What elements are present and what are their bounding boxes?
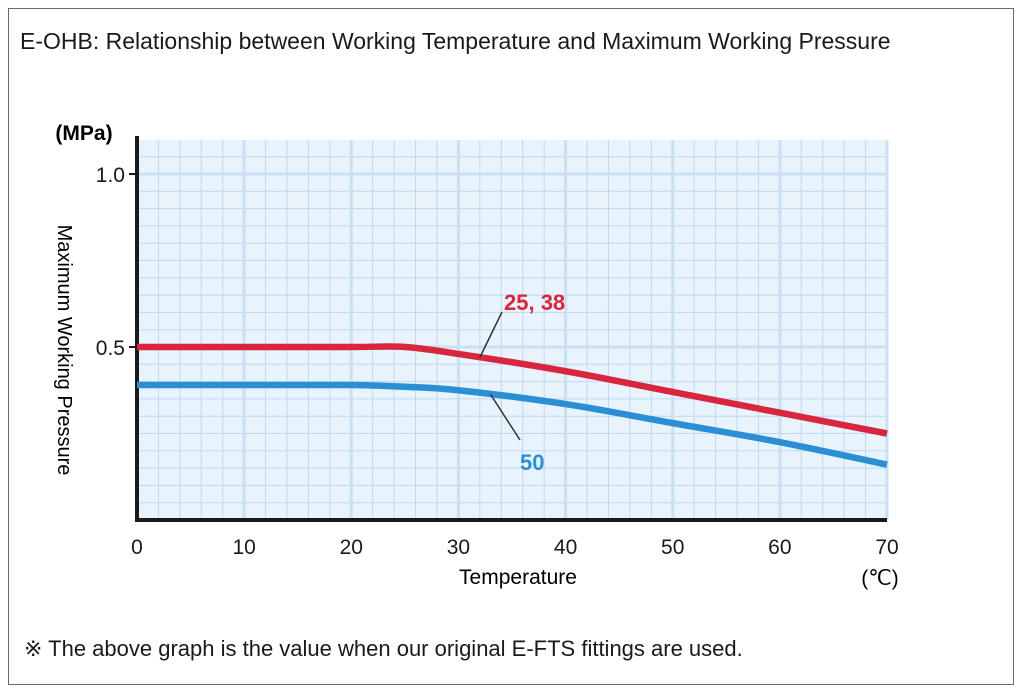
series-label-0: 25, 38 — [504, 290, 565, 315]
callout-leader-1 — [489, 393, 521, 441]
x-tick-label: 0 — [131, 536, 143, 559]
x-tick-label: 10 — [232, 536, 255, 559]
footnote: ※ The above graph is the value when our … — [24, 636, 743, 661]
x-axis-title: Temperature — [459, 566, 577, 589]
tick-labels: 0 10 20 30 40 50 60 70 0.5 1.0 — [96, 164, 899, 559]
series-lines — [136, 343, 888, 468]
axes — [129, 136, 887, 522]
x-unit-label: (℃) — [861, 567, 899, 590]
y-tick-label: 1.0 — [96, 164, 125, 187]
callout-leader-0 — [479, 311, 503, 358]
chart-title: E-OHB: Relationship between Working Temp… — [20, 28, 891, 54]
x-tick-label: 60 — [768, 536, 791, 559]
y-tick-label: 0.5 — [96, 337, 125, 360]
y-axis-title: Maximum Working Pressure — [53, 225, 75, 476]
x-tick-label: 30 — [447, 536, 470, 559]
x-tick-label: 70 — [875, 536, 898, 559]
x-tick-label: 20 — [340, 536, 363, 559]
series-callouts: 25, 38 50 — [479, 290, 565, 475]
x-tick-label: 50 — [661, 536, 684, 559]
y-unit-label: (MPa) — [55, 122, 112, 145]
series-line-0 — [136, 343, 888, 437]
series-line-1 — [136, 381, 888, 468]
x-tick-label: 40 — [554, 536, 577, 559]
series-label-1: 50 — [520, 450, 544, 475]
